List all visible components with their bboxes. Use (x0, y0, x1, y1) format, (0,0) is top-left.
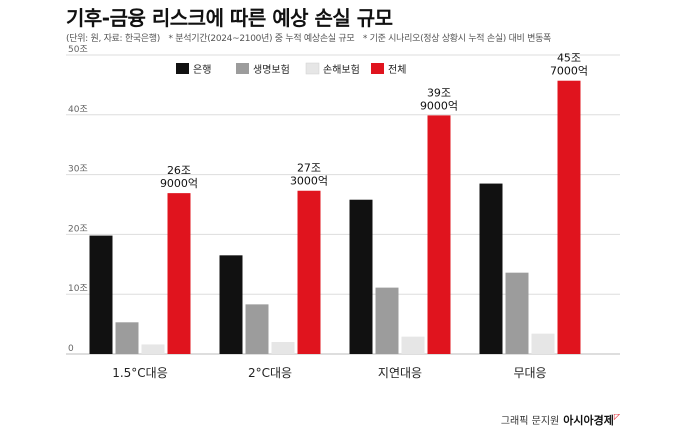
bars (89, 80, 581, 355)
data-label: 9000억 (420, 99, 458, 112)
bar-life (375, 287, 399, 354)
brand-mark-icon: ◸ (613, 412, 620, 421)
bar-nonlife (141, 344, 165, 354)
y-tick-label: 10조 (68, 284, 88, 294)
legend: 은행 생명보험 손해보험 전체 (176, 62, 406, 76)
bar-life (505, 272, 529, 354)
bar-nonlife (531, 333, 555, 354)
x-tick-label: 1.5°C대응 (112, 366, 168, 380)
bar-nonlife (401, 336, 425, 354)
data-label: 39조 (427, 86, 451, 99)
x-tick-label: 2°C대응 (248, 366, 292, 380)
data-label: 26조 (167, 164, 191, 177)
legend-swatch-life (236, 63, 249, 74)
baseline-note: * 기준 시나리오(정상 상황시 누적 손실) 대비 변동폭 (362, 34, 552, 44)
bar-total (167, 193, 191, 354)
bar-bank (219, 255, 243, 354)
brand-name: 아시아경제 (563, 414, 614, 427)
unit-source-note: (단위: 원, 자료: 한국은행) (66, 34, 160, 44)
bar-bank (89, 235, 113, 354)
bar-total (297, 190, 321, 354)
grid-lines (66, 54, 620, 355)
chart-title: 기후-금융 리스크에 따른 예상 손실 규모 (66, 6, 393, 30)
bar-total (557, 80, 581, 355)
x-tick-label: 무대응 (513, 366, 546, 380)
y-tick-label: 20조 (68, 224, 88, 234)
data-label: 7000억 (550, 65, 588, 78)
data-label: 45조 (557, 52, 581, 65)
period-note: * 분석기간(2024~2100년) 중 누적 예상손실 규모 (168, 34, 355, 44)
bar-total (427, 115, 451, 354)
x-axis-labels: 1.5°C대응 2°C대응 지연대응 무대응 (112, 366, 546, 380)
legend-label: 은행 (193, 64, 211, 76)
data-label: 3000억 (290, 175, 328, 188)
y-axis-ticks: 0 10조 20조 30조 40조 50조 (68, 45, 88, 354)
bar-life (245, 304, 269, 354)
legend-swatch-nonlife (305, 62, 320, 75)
legend-label: 전체 (388, 64, 406, 76)
y-tick-label: 0 (68, 344, 74, 354)
legend-label: 손해보험 (323, 63, 360, 76)
credit-label: 그래픽 문지원 (500, 416, 560, 427)
legend-label: 생명보험 (253, 64, 290, 76)
y-tick-label: 30조 (68, 165, 88, 175)
data-label: 9000억 (160, 177, 198, 190)
chart-notes: (단위: 원, 자료: 한국은행) * 분석기간(2024~2100년) 중 누… (66, 31, 557, 44)
bar-life (115, 322, 139, 354)
bar-nonlife (271, 342, 295, 354)
data-label: 27조 (297, 162, 321, 175)
legend-swatch-total (371, 63, 384, 74)
bar-bank (479, 183, 503, 354)
bar-bank (349, 199, 373, 354)
x-tick-label: 지연대응 (378, 366, 422, 380)
y-tick-label: 50조 (68, 45, 88, 55)
legend-swatch-bank (176, 63, 189, 74)
credit: 그래픽 문지원 아시아경제◸ (501, 412, 620, 428)
y-tick-label: 40조 (68, 105, 88, 115)
